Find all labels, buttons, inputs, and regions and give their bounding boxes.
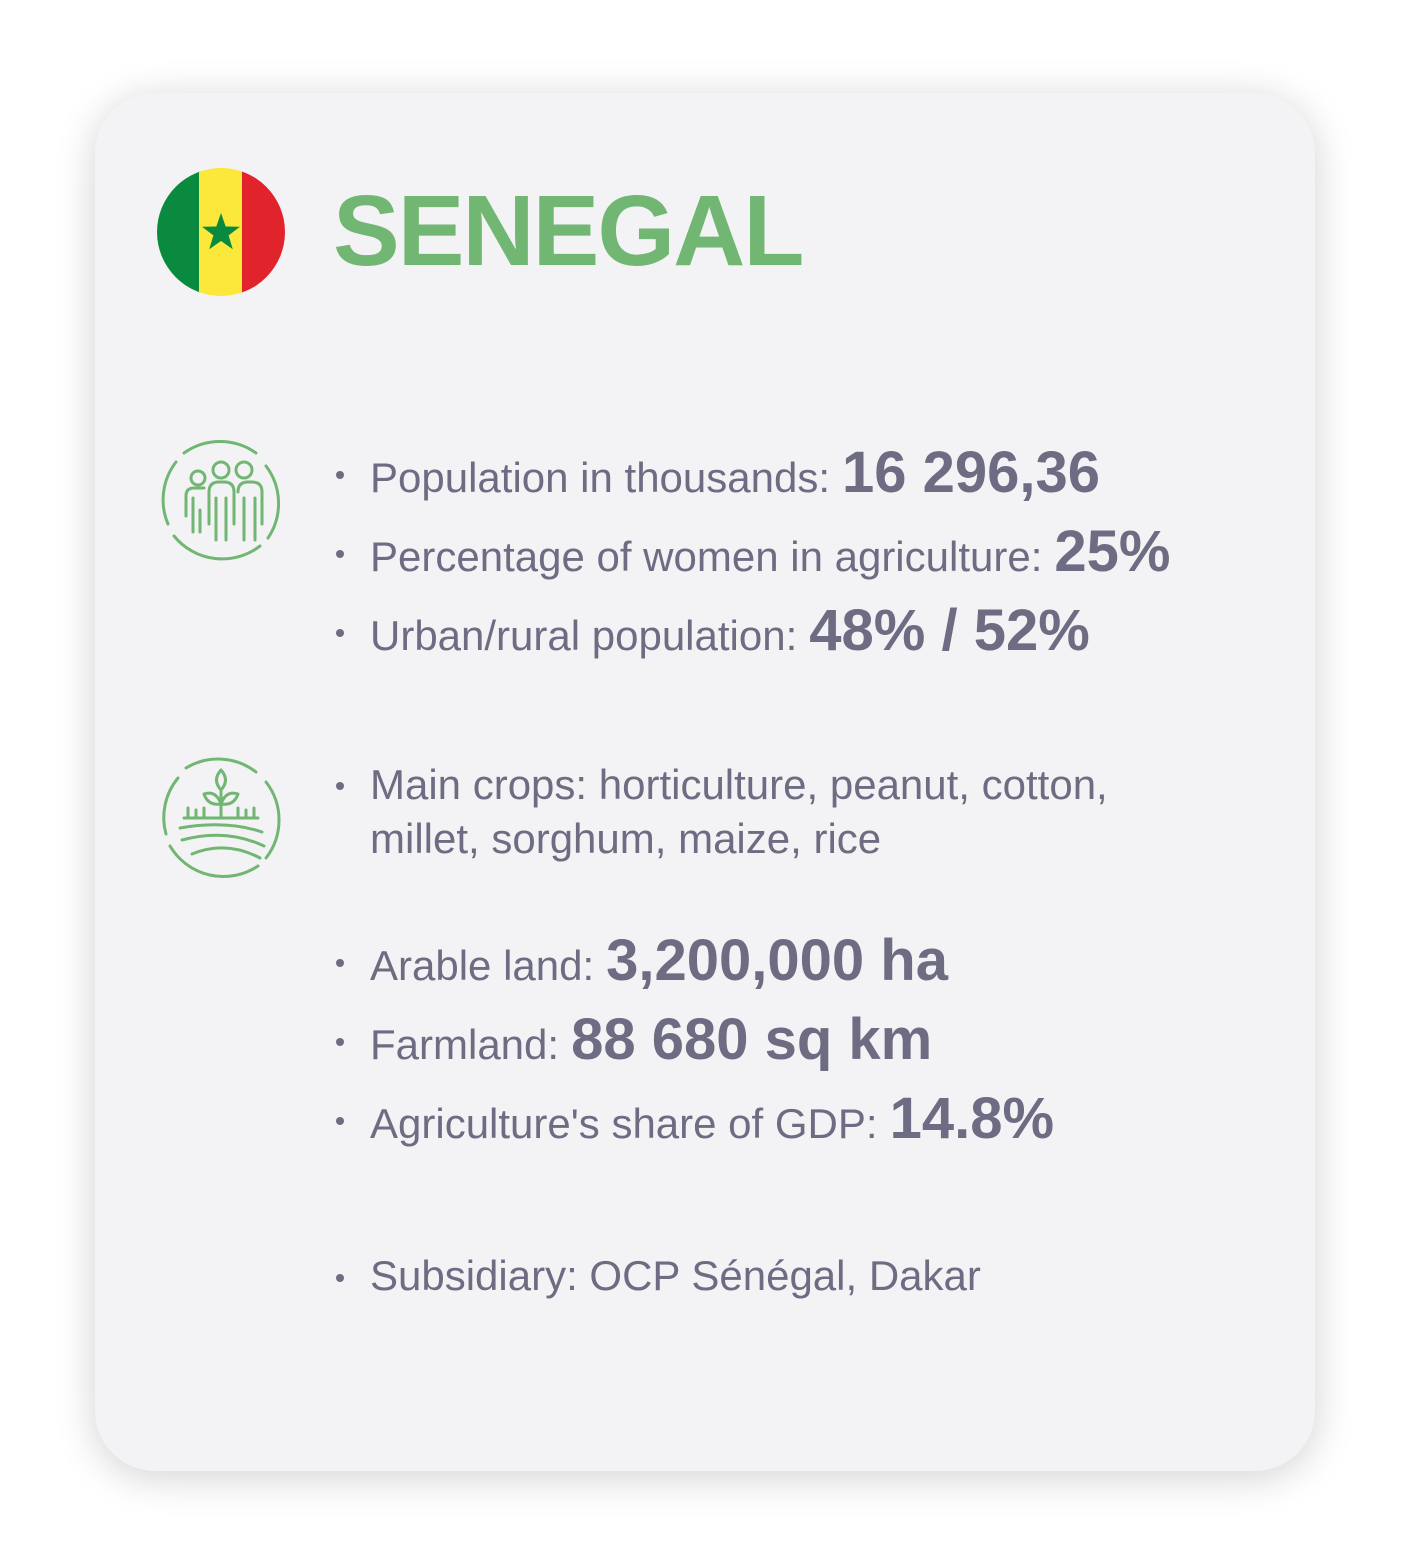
land-list: Arable land: 3,200,000 ha Farmland: 88 680… <box>331 924 1054 1161</box>
crops-list: Main crops: horticulture, peanut, cotton… <box>331 758 1170 866</box>
country-title: SENEGAL <box>333 175 804 287</box>
gdp-share-value: 14.8% <box>889 1086 1055 1151</box>
list-item: Percentage of women in agriculture: 25% <box>331 515 1170 594</box>
list-item: Agriculture's share of GDP: 14.8% <box>331 1082 1054 1161</box>
urban-rural-label: Urban/rural population: <box>370 612 798 659</box>
senegal-flag-icon <box>157 168 285 296</box>
country-card <box>95 93 1315 1471</box>
list-item: Urban/rural population: 48% / 52% <box>331 594 1170 673</box>
list-item: Arable land: 3,200,000 ha <box>331 924 1054 1003</box>
subsidiary-item: Subsidiary: OCP Sénégal, Dakar <box>331 1239 981 1313</box>
list-item: Farmland: 88 680 sq km <box>331 1003 1054 1082</box>
population-value: 16 296,36 <box>842 440 1101 505</box>
demographics-list: Population in thousands: 16 296,36 Percen… <box>331 436 1170 673</box>
list-item: Population in thousands: 16 296,36 <box>331 436 1170 515</box>
urban-rural-value: 48% / 52% <box>809 598 1090 663</box>
subsidiary-list: Subsidiary: OCP Sénégal, Dakar <box>331 1239 981 1313</box>
women-agriculture-value: 25% <box>1054 519 1171 584</box>
farmland-label: Farmland: <box>370 1021 560 1068</box>
crops-field-icon <box>162 757 281 879</box>
farmland-value: 88 680 sq km <box>571 1007 933 1072</box>
arable-land-value: 3,200,000 ha <box>606 928 948 993</box>
women-agriculture-label: Percentage of women in agriculture: <box>370 533 1043 580</box>
people-group-icon <box>161 439 281 561</box>
population-label: Population in thousands: <box>370 454 831 501</box>
main-crops-item: Main crops: horticulture, peanut, cotton… <box>331 758 1170 866</box>
gdp-share-label: Agriculture's share of GDP: <box>370 1100 878 1147</box>
arable-land-label: Arable land: <box>370 942 595 989</box>
